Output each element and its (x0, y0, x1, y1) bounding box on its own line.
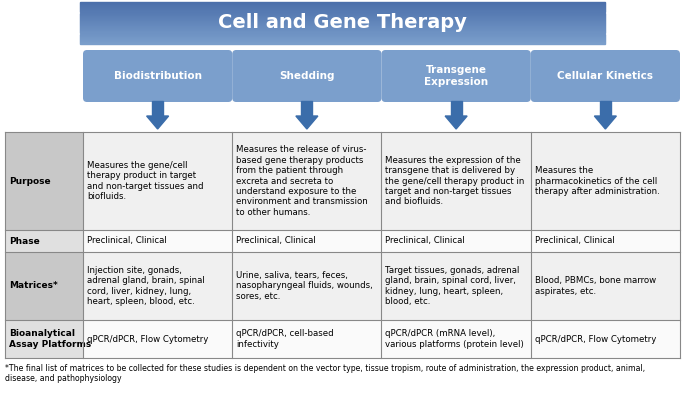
Bar (80, 4, 605, 5)
Text: Measures the
pharmacokinetics of the cell
therapy after administration.: Measures the pharmacokinetics of the cel… (535, 166, 660, 196)
Bar (232, 252, 382, 320)
Bar (80, 15, 605, 16)
Bar (301, 101, 312, 116)
Bar (5, 230, 83, 252)
Polygon shape (445, 116, 467, 129)
Bar (80, 30, 605, 31)
FancyBboxPatch shape (531, 50, 680, 102)
Bar (80, 8, 605, 9)
Text: Purpose: Purpose (9, 176, 51, 185)
Bar (5, 320, 83, 358)
Bar (531, 252, 680, 320)
Text: Injection site, gonads,
adrenal gland, brain, spinal
cord, liver, kidney, lung,
: Injection site, gonads, adrenal gland, b… (87, 266, 205, 306)
Text: Preclinical, Clinical: Preclinical, Clinical (535, 237, 614, 246)
Bar (80, 16, 605, 17)
Bar (531, 132, 680, 230)
Bar (80, 22, 605, 23)
Bar (80, 23, 605, 24)
Bar (83, 320, 232, 358)
Bar (80, 28, 605, 29)
Bar (80, 26, 605, 27)
Bar (232, 132, 382, 230)
Bar (382, 252, 531, 320)
Bar (80, 7, 605, 8)
Bar (80, 20, 605, 21)
Bar (80, 17, 605, 18)
Text: Preclinical, Clinical: Preclinical, Clinical (236, 237, 316, 246)
Bar (80, 41, 605, 42)
Text: Cell and Gene Therapy: Cell and Gene Therapy (218, 13, 467, 33)
Bar (80, 2, 605, 3)
Text: Biodistribution: Biodistribution (114, 71, 201, 81)
FancyBboxPatch shape (382, 50, 531, 102)
Text: Urine, saliva, tears, feces,
nasopharyngeal fluids, wounds,
sores, etc.: Urine, saliva, tears, feces, nasopharyng… (236, 271, 373, 301)
Bar (80, 18, 605, 19)
Text: qPCR/dPCR, Flow Cytometry: qPCR/dPCR, Flow Cytometry (87, 334, 208, 343)
Bar (232, 320, 382, 358)
Bar (83, 132, 232, 230)
Bar (5, 252, 83, 320)
Bar (80, 42, 605, 43)
Bar (5, 132, 83, 230)
Bar (531, 230, 680, 252)
Text: *The final list of matrices to be collected for these studies is dependent on th: *The final list of matrices to be collec… (5, 364, 645, 384)
Text: Shedding: Shedding (279, 71, 335, 81)
Bar (80, 27, 605, 28)
Bar (80, 24, 605, 25)
Bar (80, 31, 605, 33)
Bar (80, 37, 605, 38)
Bar (80, 9, 605, 10)
Bar (80, 36, 605, 37)
Bar (80, 29, 605, 30)
Bar (80, 40, 605, 41)
Text: Transgene
Expression: Transgene Expression (424, 65, 488, 87)
Bar (382, 320, 531, 358)
Bar (80, 19, 605, 20)
Bar (451, 101, 462, 116)
Text: qPCR/dPCR (mRNA level),
various platforms (protein level): qPCR/dPCR (mRNA level), various platform… (386, 329, 524, 349)
Bar (80, 5, 605, 6)
Text: Preclinical, Clinical: Preclinical, Clinical (386, 237, 465, 246)
Bar (80, 10, 605, 11)
Bar (80, 25, 605, 26)
Bar (80, 39, 605, 40)
Bar (600, 101, 611, 116)
Polygon shape (296, 116, 318, 129)
Text: Phase: Phase (9, 237, 40, 246)
Text: Cellular Kinetics: Cellular Kinetics (558, 71, 653, 81)
Bar (382, 132, 531, 230)
Bar (80, 43, 605, 44)
Bar (80, 6, 605, 7)
Text: Matrices*: Matrices* (9, 281, 58, 290)
Bar (83, 252, 232, 320)
Text: Measures the gene/cell
therapy product in target
and non-target tissues and
biof: Measures the gene/cell therapy product i… (87, 161, 203, 201)
Bar (80, 38, 605, 39)
Polygon shape (595, 116, 617, 129)
Text: qPCR/dPCR, cell-based
infectivity: qPCR/dPCR, cell-based infectivity (236, 329, 334, 349)
Bar (80, 35, 605, 36)
Bar (80, 21, 605, 22)
Text: Bioanalytical
Assay Platforms: Bioanalytical Assay Platforms (9, 329, 91, 349)
Text: Preclinical, Clinical: Preclinical, Clinical (87, 237, 166, 246)
Text: Measures the expression of the
transgene that is delivered by
the gene/cell ther: Measures the expression of the transgene… (386, 156, 525, 206)
Text: qPCR/dPCR, Flow Cytometry: qPCR/dPCR, Flow Cytometry (535, 334, 656, 343)
Bar (80, 11, 605, 13)
Text: Blood, PBMCs, bone marrow
aspirates, etc.: Blood, PBMCs, bone marrow aspirates, etc… (535, 276, 656, 296)
Bar (232, 230, 382, 252)
Polygon shape (147, 116, 169, 129)
Text: Target tissues, gonads, adrenal
gland, brain, spinal cord, liver,
kidney, lung, : Target tissues, gonads, adrenal gland, b… (386, 266, 520, 306)
Bar (531, 320, 680, 358)
Bar (80, 33, 605, 35)
Text: Measures the release of virus-
based gene therapy products
from the patient thro: Measures the release of virus- based gen… (236, 145, 368, 217)
Bar (83, 230, 232, 252)
Bar (80, 3, 605, 4)
Bar (382, 230, 531, 252)
FancyBboxPatch shape (83, 50, 232, 102)
Bar (80, 13, 605, 15)
FancyBboxPatch shape (232, 50, 382, 102)
Bar (152, 101, 163, 116)
